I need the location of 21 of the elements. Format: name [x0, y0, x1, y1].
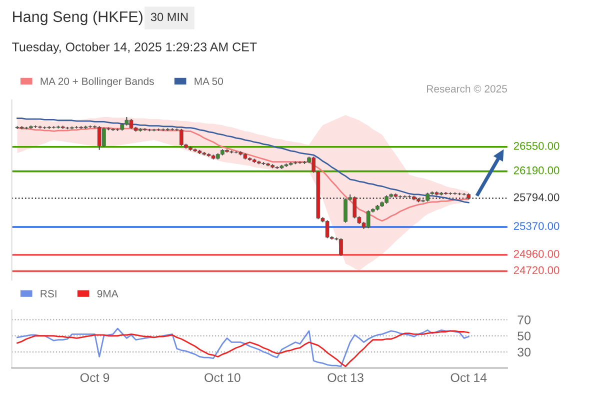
chart-subtitle: Tuesday, October 14, 2025 1:29:23 AM CET: [12, 42, 257, 54]
legend-label: MA 50: [194, 78, 223, 85]
chart-title: Hang Seng (HKFE): [13, 10, 142, 26]
ref-line-label: 26190.00: [514, 166, 560, 174]
text: 30 MIN: [150, 12, 188, 22]
ref-line-label: 24720.00: [514, 266, 560, 274]
legend-label: 9MA: [97, 290, 118, 298]
x-tick-label: Oct 9: [80, 373, 110, 382]
y-tick-label: 70: [518, 315, 531, 324]
x-tick-label: Oct 10: [204, 373, 240, 382]
legend-label: MA 20 + Bollinger Bands: [40, 77, 154, 88]
x-tick-label: Oct 13: [328, 373, 364, 382]
y-tick-label: 30: [518, 348, 531, 357]
ref-line-label: 25370.00: [514, 222, 560, 230]
legend-label: RSI: [40, 290, 56, 298]
ref-line-label: 26550.00: [514, 142, 560, 150]
x-tick-label: Oct 14: [450, 373, 487, 382]
text: Research © 2025: [427, 84, 507, 93]
ref-line-label: 24960.00: [514, 250, 560, 258]
ref-line-label: 25794.00: [514, 193, 560, 202]
y-tick-label: 50: [518, 332, 531, 340]
